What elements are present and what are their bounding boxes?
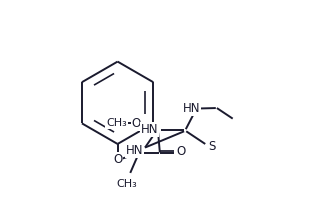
Text: CH₃: CH₃	[106, 118, 127, 128]
Text: HN: HN	[183, 102, 200, 114]
Text: O: O	[177, 146, 186, 159]
Text: O: O	[113, 153, 122, 166]
Text: HN: HN	[126, 144, 143, 157]
Text: S: S	[208, 140, 216, 153]
Text: HN: HN	[141, 123, 158, 136]
Text: CH₃: CH₃	[117, 179, 138, 189]
Text: O: O	[132, 117, 141, 130]
